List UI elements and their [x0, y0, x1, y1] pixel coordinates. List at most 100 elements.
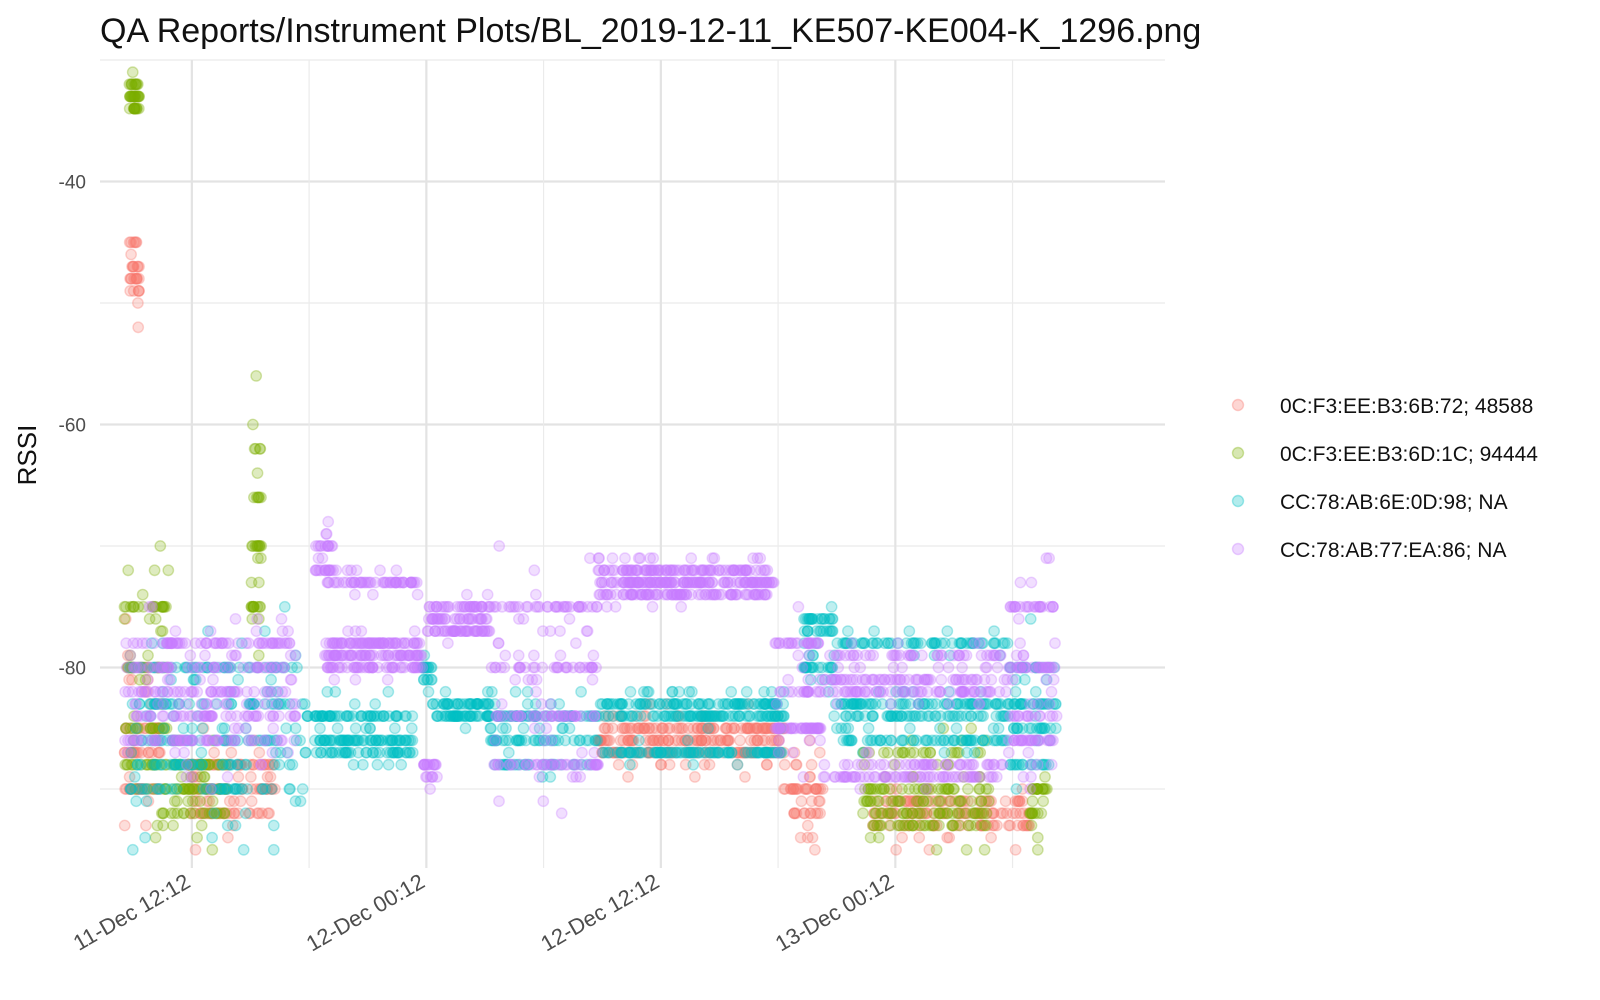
data-point	[521, 698, 534, 710]
data-point	[877, 685, 889, 698]
data-point	[352, 637, 365, 650]
data-point	[411, 637, 424, 650]
data-point	[896, 734, 909, 747]
data-point	[989, 698, 1002, 710]
data-point	[514, 710, 527, 722]
data-point	[802, 673, 815, 686]
data-point	[186, 783, 199, 795]
data-point	[157, 710, 170, 722]
series-points	[118, 236, 1036, 856]
data-point	[148, 564, 161, 577]
data-point	[262, 758, 275, 771]
data-point	[800, 722, 813, 735]
data-point	[587, 649, 600, 662]
data-point	[770, 698, 783, 710]
data-point	[761, 746, 773, 759]
data-point	[643, 722, 656, 735]
data-point	[255, 758, 267, 771]
data-point	[282, 625, 294, 637]
data-point	[512, 661, 525, 674]
data-point	[1016, 722, 1029, 735]
data-point	[258, 758, 271, 771]
data-point	[192, 758, 205, 771]
data-point	[903, 625, 916, 637]
data-point	[782, 637, 795, 650]
data-point	[424, 783, 436, 795]
data-point	[593, 552, 605, 565]
data-point	[985, 673, 998, 686]
data-point	[803, 734, 816, 747]
data-point	[128, 771, 141, 783]
data-point	[792, 649, 805, 662]
legend-swatch	[1231, 494, 1245, 508]
data-point	[146, 783, 159, 795]
data-point	[1010, 649, 1023, 662]
data-point	[843, 734, 855, 747]
data-point	[826, 625, 839, 637]
data-point	[1022, 746, 1035, 759]
data-point	[904, 722, 916, 735]
data-point	[526, 673, 539, 686]
data-point	[509, 685, 522, 698]
data-point	[127, 734, 140, 747]
data-point	[658, 710, 670, 722]
data-point	[124, 649, 137, 662]
data-point	[897, 698, 910, 710]
data-point	[504, 758, 516, 771]
data-point	[734, 734, 746, 747]
data-point	[842, 758, 854, 771]
data-point	[336, 661, 348, 674]
data-point	[1002, 746, 1015, 759]
data-point	[182, 795, 195, 808]
data-point	[162, 661, 175, 674]
data-point	[141, 673, 154, 686]
data-point	[1043, 552, 1056, 565]
data-point	[127, 284, 140, 297]
data-point	[898, 771, 911, 783]
data-point	[326, 661, 339, 674]
legend-label: 0C:F3:EE:B3:6D:1C; 94444	[1280, 443, 1538, 466]
data-point	[625, 564, 638, 577]
x-axis-ticks: 11-Dec 12:12 12-Dec 00:12 12-Dec 12:12 13-D…	[69, 869, 898, 957]
data-point	[408, 661, 421, 674]
data-point	[219, 758, 232, 771]
data-point	[139, 819, 152, 832]
data-point	[619, 552, 631, 565]
data-point	[998, 637, 1011, 650]
data-point	[205, 807, 218, 820]
data-point	[557, 722, 569, 735]
data-point	[797, 771, 810, 783]
data-point	[426, 613, 439, 625]
data-point	[349, 673, 362, 686]
data-point	[388, 746, 400, 759]
data-point	[935, 673, 948, 686]
data-point	[854, 661, 867, 674]
data-point	[182, 758, 195, 771]
data-point	[1037, 795, 1050, 808]
data-point	[261, 783, 273, 795]
data-point	[157, 722, 170, 735]
data-point	[917, 746, 930, 759]
data-point	[191, 831, 204, 844]
data-point	[309, 540, 322, 552]
data-point	[132, 90, 145, 103]
data-point	[126, 843, 139, 856]
data-point	[156, 625, 169, 637]
data-point	[1045, 685, 1058, 698]
data-point	[199, 783, 212, 795]
data-point	[965, 771, 977, 783]
data-point	[154, 685, 167, 698]
data-point	[885, 698, 897, 710]
data-point	[349, 722, 362, 735]
data-point	[126, 260, 139, 273]
data-point	[206, 843, 219, 856]
data-point	[253, 442, 266, 455]
data-point	[909, 710, 922, 722]
data-point	[598, 576, 611, 589]
data-point	[329, 685, 342, 698]
data-point	[132, 783, 145, 795]
data-point	[760, 576, 773, 589]
data-point	[849, 685, 862, 698]
data-point	[231, 758, 244, 771]
data-point	[315, 746, 327, 759]
